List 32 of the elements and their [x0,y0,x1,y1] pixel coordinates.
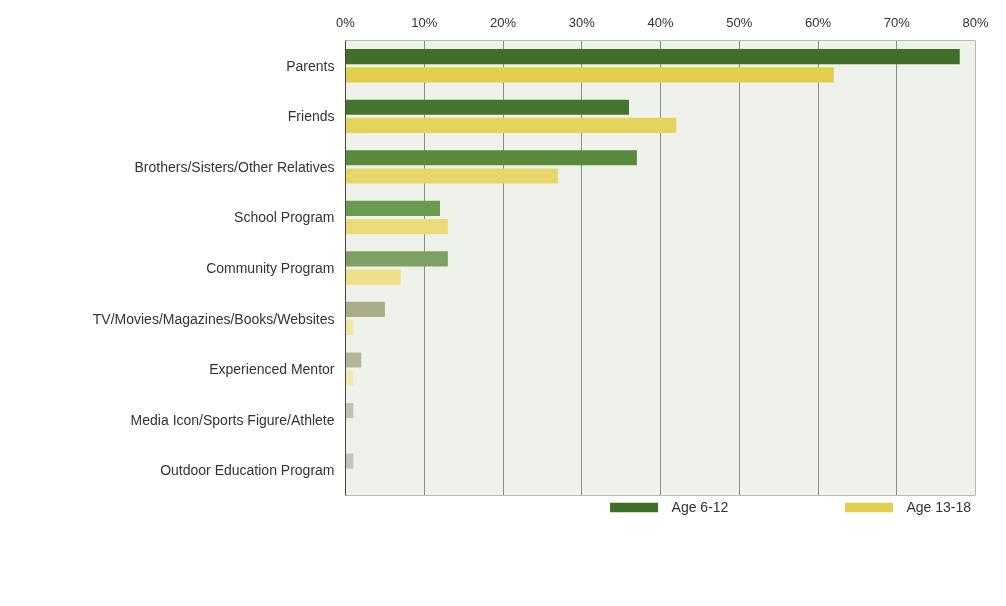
bar [345,117,677,134]
y-tick-label: Outdoor Education Program [160,462,335,479]
x-tick-label: 60% [804,14,832,30]
y-tick-label: Media Icon/Sports Figure/Athlete [130,411,335,428]
x-tick-label: 0% [336,14,356,30]
y-tick-label: School Program [234,209,335,226]
y-tick-label: Brothers/Sisters/Other Relatives [134,158,335,175]
bar [345,301,385,318]
bar [345,150,637,166]
bar [345,99,629,115]
bar [345,49,960,65]
y-tick-label: Experienced Mentor [209,361,335,378]
bar [345,251,448,267]
bar [345,168,559,184]
bar [345,67,834,83]
bar [345,218,448,235]
y-tick-label: TV/Movies/Magazines/Books/Websites [92,310,335,327]
x-tick-label: 30% [568,14,596,30]
bar [345,352,362,368]
x-tick-label: 70% [883,14,911,30]
y-tick-label: Community Program [206,260,335,276]
legend-label: Age 13-18 [906,499,971,515]
bar [345,269,401,285]
x-tick-label: 10% [411,14,438,30]
x-tick-label: 40% [647,14,674,30]
x-tick-label: 80% [962,14,989,30]
bar [345,200,440,216]
y-tick-label: Friends [287,108,335,125]
x-tick-label: 20% [489,14,517,30]
y-tick-label: Parents [286,57,335,74]
legend-label: Age 6-12 [671,499,729,515]
x-tick-label: 50% [726,14,753,30]
